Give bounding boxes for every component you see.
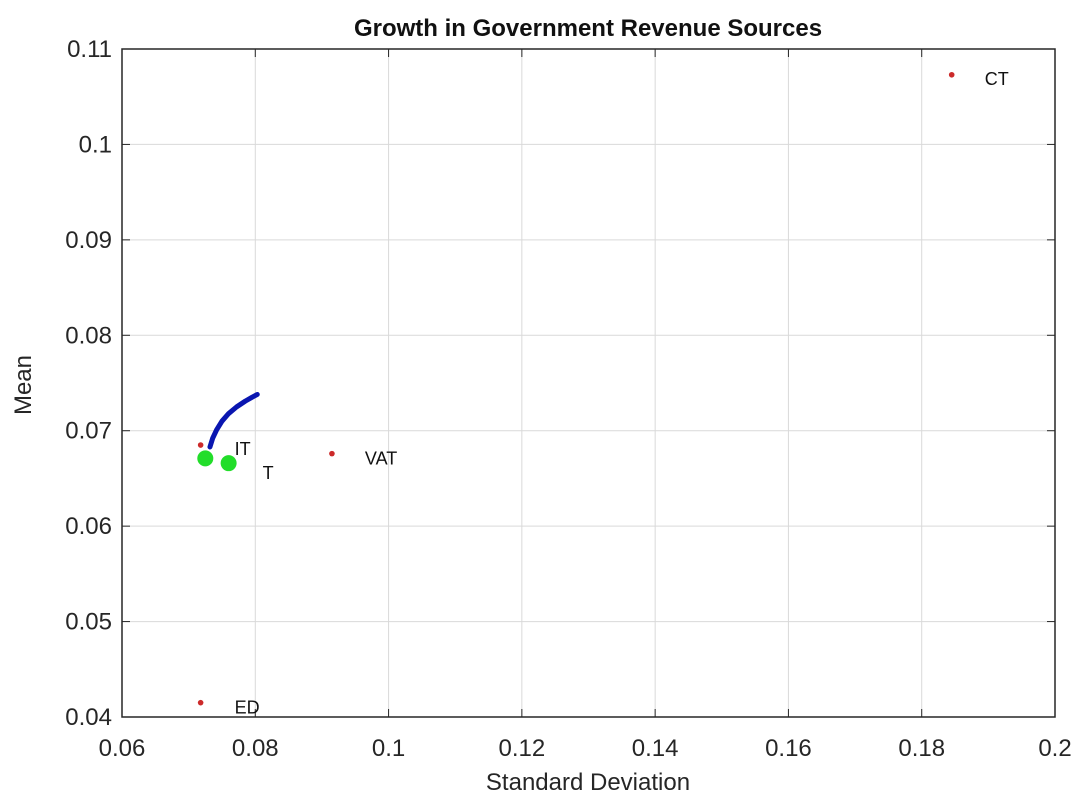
data-layer: CT IT VAT ED T (197, 69, 1009, 718)
y-tick-label: 0.07 (65, 418, 112, 445)
x-tick-label: 0.12 (498, 735, 545, 762)
plot-frame (121, 48, 1056, 718)
x-tick-label: 0.06 (99, 735, 146, 762)
y-tick-label: 0.11 (67, 36, 112, 63)
efficient-frontier-line (207, 391, 260, 450)
data-point (948, 71, 955, 78)
data-point (329, 450, 335, 457)
y-tick-label: 0.06 (65, 513, 112, 540)
tick-labels: 0.06 0.08 0.1 0.12 0.14 0.16 0.18 0.2 0.04 0.05 0.… (65, 36, 1071, 762)
data-point-label: CT (985, 69, 1009, 89)
y-tick-label: 0.04 (65, 704, 112, 731)
x-tick-label: 0.1 (372, 735, 405, 762)
x-tick-label: 0.18 (898, 735, 945, 762)
x-tick-label: 0.16 (765, 735, 812, 762)
grid (121, 48, 1056, 718)
plot-box (121, 48, 1056, 718)
data-point-label: IT (235, 439, 251, 459)
x-tick-label: 0.2 (1038, 735, 1071, 762)
y-axis-label: Mean (10, 355, 37, 415)
x-tick-label: 0.14 (632, 735, 679, 762)
highlight-point (220, 455, 237, 472)
data-point (197, 699, 204, 706)
data-point (197, 442, 204, 448)
y-tick-label: 0.05 (65, 609, 112, 636)
data-point-label: ED (235, 698, 260, 718)
chart-title: Growth in Government Revenue Sources (354, 15, 822, 42)
x-tick-label: 0.08 (232, 735, 279, 762)
data-point-label: VAT (365, 449, 397, 469)
highlight-point (197, 450, 214, 467)
highlight-point-label: T (263, 463, 274, 483)
y-tick-label: 0.09 (65, 227, 112, 254)
y-tick-label: 0.08 (65, 322, 112, 349)
y-tick-label: 0.1 (79, 131, 112, 158)
x-axis-label: Standard Deviation (486, 769, 690, 796)
